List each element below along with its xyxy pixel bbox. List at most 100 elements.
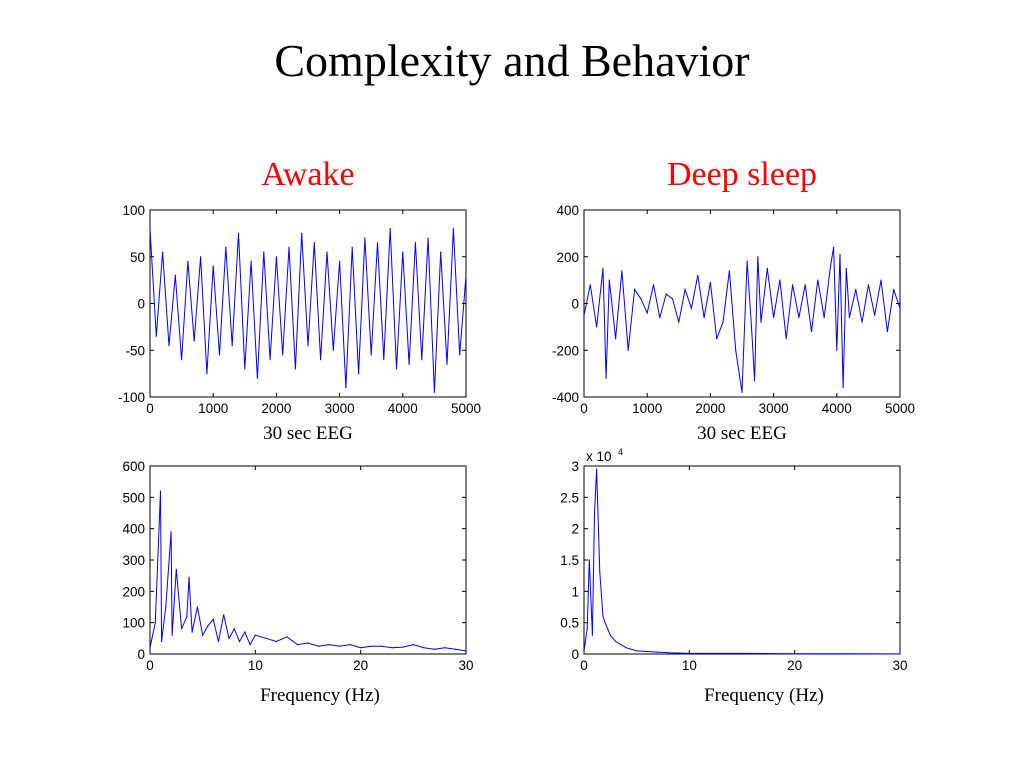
deep-sleep-eeg-y-tick-label: 400 [556, 203, 579, 218]
deep-sleep-spectrum-data-point [609, 634, 611, 636]
deep-sleep-eeg-data-point [839, 253, 841, 255]
awake-spectrum-data-point [212, 618, 214, 621]
awake-spectrum-data-point [370, 645, 372, 647]
deep-sleep-eeg-x-tick-label: 5000 [885, 401, 915, 416]
awake-spectrum-data-point [360, 647, 362, 649]
awake-eeg-data-point [320, 359, 322, 361]
awake-eeg-data-point [244, 368, 246, 370]
awake-eeg-data-point [288, 246, 290, 248]
deep-sleep-eeg-data-point [583, 314, 585, 316]
deep-sleep-eeg-data-point [709, 281, 712, 284]
deep-sleep-heading: Deep sleep [666, 156, 818, 193]
deep-sleep-eeg-series-line [583, 247, 901, 393]
awake-spectrum-axes-box [149, 465, 467, 655]
awake-spectrum-chart: 0 10 20 30 600 500 400 300 200 100 0 [122, 459, 473, 673]
awake-spectrum-data-point [207, 625, 209, 627]
deep-sleep-eeg-data-point [810, 331, 813, 333]
awake-eeg-data-point [174, 274, 176, 276]
awake-eeg-data-point [155, 335, 157, 337]
awake-eeg-x-tick-label: 2000 [261, 401, 291, 416]
slide-title: Complexity and Behavior [274, 35, 750, 86]
deep-sleep-eeg-data-point [615, 338, 617, 340]
deep-sleep-eeg-data-point [646, 312, 648, 314]
deep-sleep-spectrum-data-point [899, 653, 901, 655]
deep-sleep-eeg-data-point [766, 267, 768, 269]
awake-eeg-data-point [452, 228, 454, 230]
deep-sleep-spectrum-y-multiplier-exponent: 4 [618, 447, 623, 457]
deep-sleep-eeg-x-tick-label: 3000 [759, 401, 789, 416]
awake-spectrum-data-point [402, 646, 404, 648]
deep-sleep-eeg-data-point [634, 288, 636, 291]
deep-sleep-eeg-data-point [690, 307, 693, 309]
awake-spectrum-y-tick-label: 200 [122, 584, 145, 599]
deep-sleep-eeg-data-point [728, 270, 731, 272]
deep-sleep-eeg-data-point [602, 267, 604, 269]
awake-eeg-data-point [395, 368, 398, 370]
deep-sleep-spectrum-data-point [667, 652, 669, 654]
deep-sleep-eeg-data-point [735, 349, 737, 351]
awake-spectrum-data-point [391, 647, 393, 649]
deep-sleep-spectrum-data-point [591, 634, 594, 636]
deep-sleep-eeg-data-point [817, 279, 819, 281]
awake-eeg-y-tick-label: -50 [125, 343, 145, 358]
deep-sleep-eeg-data-point [848, 316, 851, 319]
deep-sleep-eeg-data-point [750, 326, 753, 328]
awake-spectrum-data-point [161, 640, 163, 643]
awake-eeg-data-point [206, 373, 208, 375]
awake-eeg-caption: 30 sec EEG [263, 423, 353, 444]
deep-sleep-eeg-data-point [627, 349, 629, 351]
awake-spectrum-data-point [188, 576, 190, 578]
awake-spectrum-data-point [254, 634, 256, 636]
deep-sleep-spectrum-data-point [741, 652, 743, 655]
awake-spectrum-data-point [217, 640, 220, 643]
awake-eeg-data-point [218, 354, 221, 356]
awake-spectrum-y-tick-label: 100 [122, 616, 145, 631]
awake-eeg-data-point [440, 251, 442, 253]
awake-eeg-x-tick-label: 0 [146, 401, 154, 416]
awake-eeg-data-point [408, 363, 410, 365]
deep-sleep-spectrum-data-point [599, 571, 601, 574]
awake-spectrum-data-point [423, 647, 425, 649]
awake-eeg-data-point [301, 232, 303, 234]
awake-spectrum-data-point [244, 631, 246, 633]
awake-eeg-data-point [231, 345, 233, 347]
deep-sleep-spectrum-y-multiplier: x 10 [586, 449, 612, 464]
deep-sleep-spectrum-y-tick-label: 1.5 [560, 553, 579, 568]
deep-sleep-eeg-data-point [741, 391, 743, 393]
deep-sleep-eeg-data-point [855, 288, 857, 291]
awake-spectrum-x-tick-label: 0 [146, 658, 154, 673]
deep-sleep-spectrum-y-tick-label: 2.5 [560, 490, 579, 505]
deep-sleep-spectrum-x-tick-label: 20 [787, 658, 802, 673]
deep-sleep-eeg-data-point [596, 326, 598, 328]
awake-spectrum-data-point [149, 647, 151, 649]
awake-eeg-data-point [351, 246, 353, 248]
awake-spectrum-data-point [433, 648, 435, 650]
awake-spectrum-data-point [170, 531, 172, 533]
awake-spectrum-data-point [412, 644, 414, 646]
awake-spectrum-x-tick-label: 20 [353, 658, 368, 673]
awake-eeg-data-point [181, 359, 183, 361]
awake-eeg-data-point [212, 265, 214, 267]
deep-sleep-spectrum-caption: Frequency (Hz) [704, 685, 824, 706]
deep-sleep-eeg-data-point [880, 279, 882, 281]
awake-eeg-data-point [313, 242, 315, 244]
awake-eeg-data-point [465, 274, 467, 276]
awake-spectrum-data-point [228, 637, 230, 639]
deep-sleep-spectrum-chart: 0 10 20 30 3 2.5 2 1.5 1 0.5 0 x 10 4 [560, 447, 907, 673]
awake-eeg-data-point [294, 368, 296, 370]
deep-sleep-eeg-data-point [754, 380, 756, 382]
awake-spectrum-data-point [317, 645, 320, 647]
awake-spectrum-data-point [196, 606, 198, 608]
deep-sleep-spectrum-data-point [646, 650, 648, 653]
deep-sleep-eeg-data-point [874, 314, 876, 316]
deep-sleep-spectrum-y-tick-label: 2 [571, 522, 579, 537]
awake-eeg-data-point [200, 256, 202, 258]
deep-sleep-eeg-data-point [829, 265, 832, 267]
awake-spectrum-data-point [249, 644, 251, 646]
deep-sleep-eeg-data-point [842, 387, 844, 389]
deep-sleep-spectrum-data-point [586, 628, 588, 630]
awake-spectrum-y-tick-label: 400 [122, 522, 145, 537]
awake-eeg-data-point [345, 387, 347, 389]
deep-sleep-eeg-data-point [833, 246, 835, 248]
awake-spectrum-data-point [181, 628, 183, 630]
